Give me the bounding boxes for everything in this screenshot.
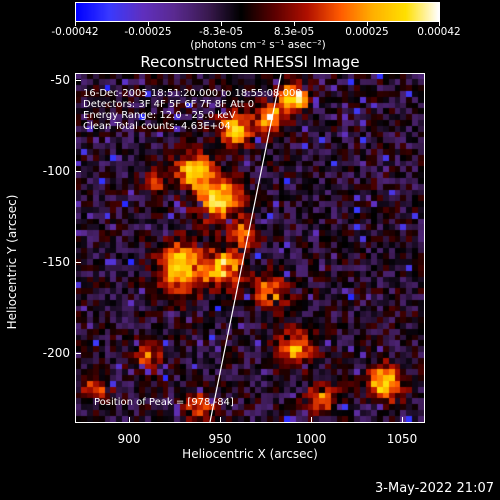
y-tick <box>75 353 81 354</box>
y-tick-label: -150 <box>42 255 70 269</box>
colorbar-tick <box>221 22 222 26</box>
colorbar <box>75 2 440 22</box>
y-tick-label: -50 <box>50 73 70 87</box>
colorbar-label: -8.3e-05 <box>198 26 244 38</box>
clean-counts-text: Clean Total counts: 4.63E+04 <box>83 121 231 132</box>
colorbar-units: (photons cm⁻² s⁻¹ asec⁻²) <box>190 39 326 51</box>
y-tick <box>75 80 81 81</box>
colorbar-tick <box>294 22 295 26</box>
colorbar-tick <box>148 22 149 26</box>
y-axis-label: Heliocentric Y (arcsec) <box>5 194 19 330</box>
y-tick-label: -200 <box>42 346 70 360</box>
colorbar-label: 8.3e-05 <box>273 26 315 38</box>
colorbar-gradient <box>76 3 439 21</box>
image-title: Reconstructed RHESSI Image <box>140 53 360 71</box>
rhessi-image <box>76 74 424 422</box>
x-tick-label: 1050 <box>386 432 418 446</box>
image-panel: 16-Dec-2005 18:51:20.000 to 18:55:08.000… <box>75 73 425 423</box>
x-tick <box>402 417 403 423</box>
y-tick <box>75 171 81 172</box>
colorbar-tick <box>367 22 368 26</box>
colorbar-label: 0.00042 <box>417 26 461 38</box>
colorbar-label: -0.00042 <box>51 26 99 38</box>
x-tick-label: 1000 <box>295 432 327 446</box>
detectors-text: Detectors: 3F 4F 5F 6F 7F 8F Att 0 <box>83 99 255 110</box>
x-tick-label: 900 <box>117 432 141 446</box>
colorbar-label: -0.00025 <box>124 26 172 38</box>
x-tick <box>129 417 130 423</box>
timestamp: 3-May-2022 21:07 <box>375 481 494 496</box>
y-tick <box>75 262 81 263</box>
x-tick <box>311 417 312 423</box>
x-tick-label: 950 <box>208 432 232 446</box>
energy-range-text: Energy Range: 12.0 - 25.0 keV <box>83 110 236 121</box>
colorbar-label: 0.00025 <box>345 26 389 38</box>
y-tick-label: -100 <box>42 164 70 178</box>
peak-position-text: Position of Peak = [978,-84] <box>94 397 234 408</box>
x-axis-label: Heliocentric X (arcsec) <box>182 447 318 461</box>
colorbar-tick <box>75 22 76 26</box>
limb-line <box>209 74 282 422</box>
colorbar-tick <box>439 22 440 26</box>
x-tick <box>220 417 221 423</box>
time-range-text: 16-Dec-2005 18:51:20.000 to 18:55:08.000 <box>83 88 302 99</box>
